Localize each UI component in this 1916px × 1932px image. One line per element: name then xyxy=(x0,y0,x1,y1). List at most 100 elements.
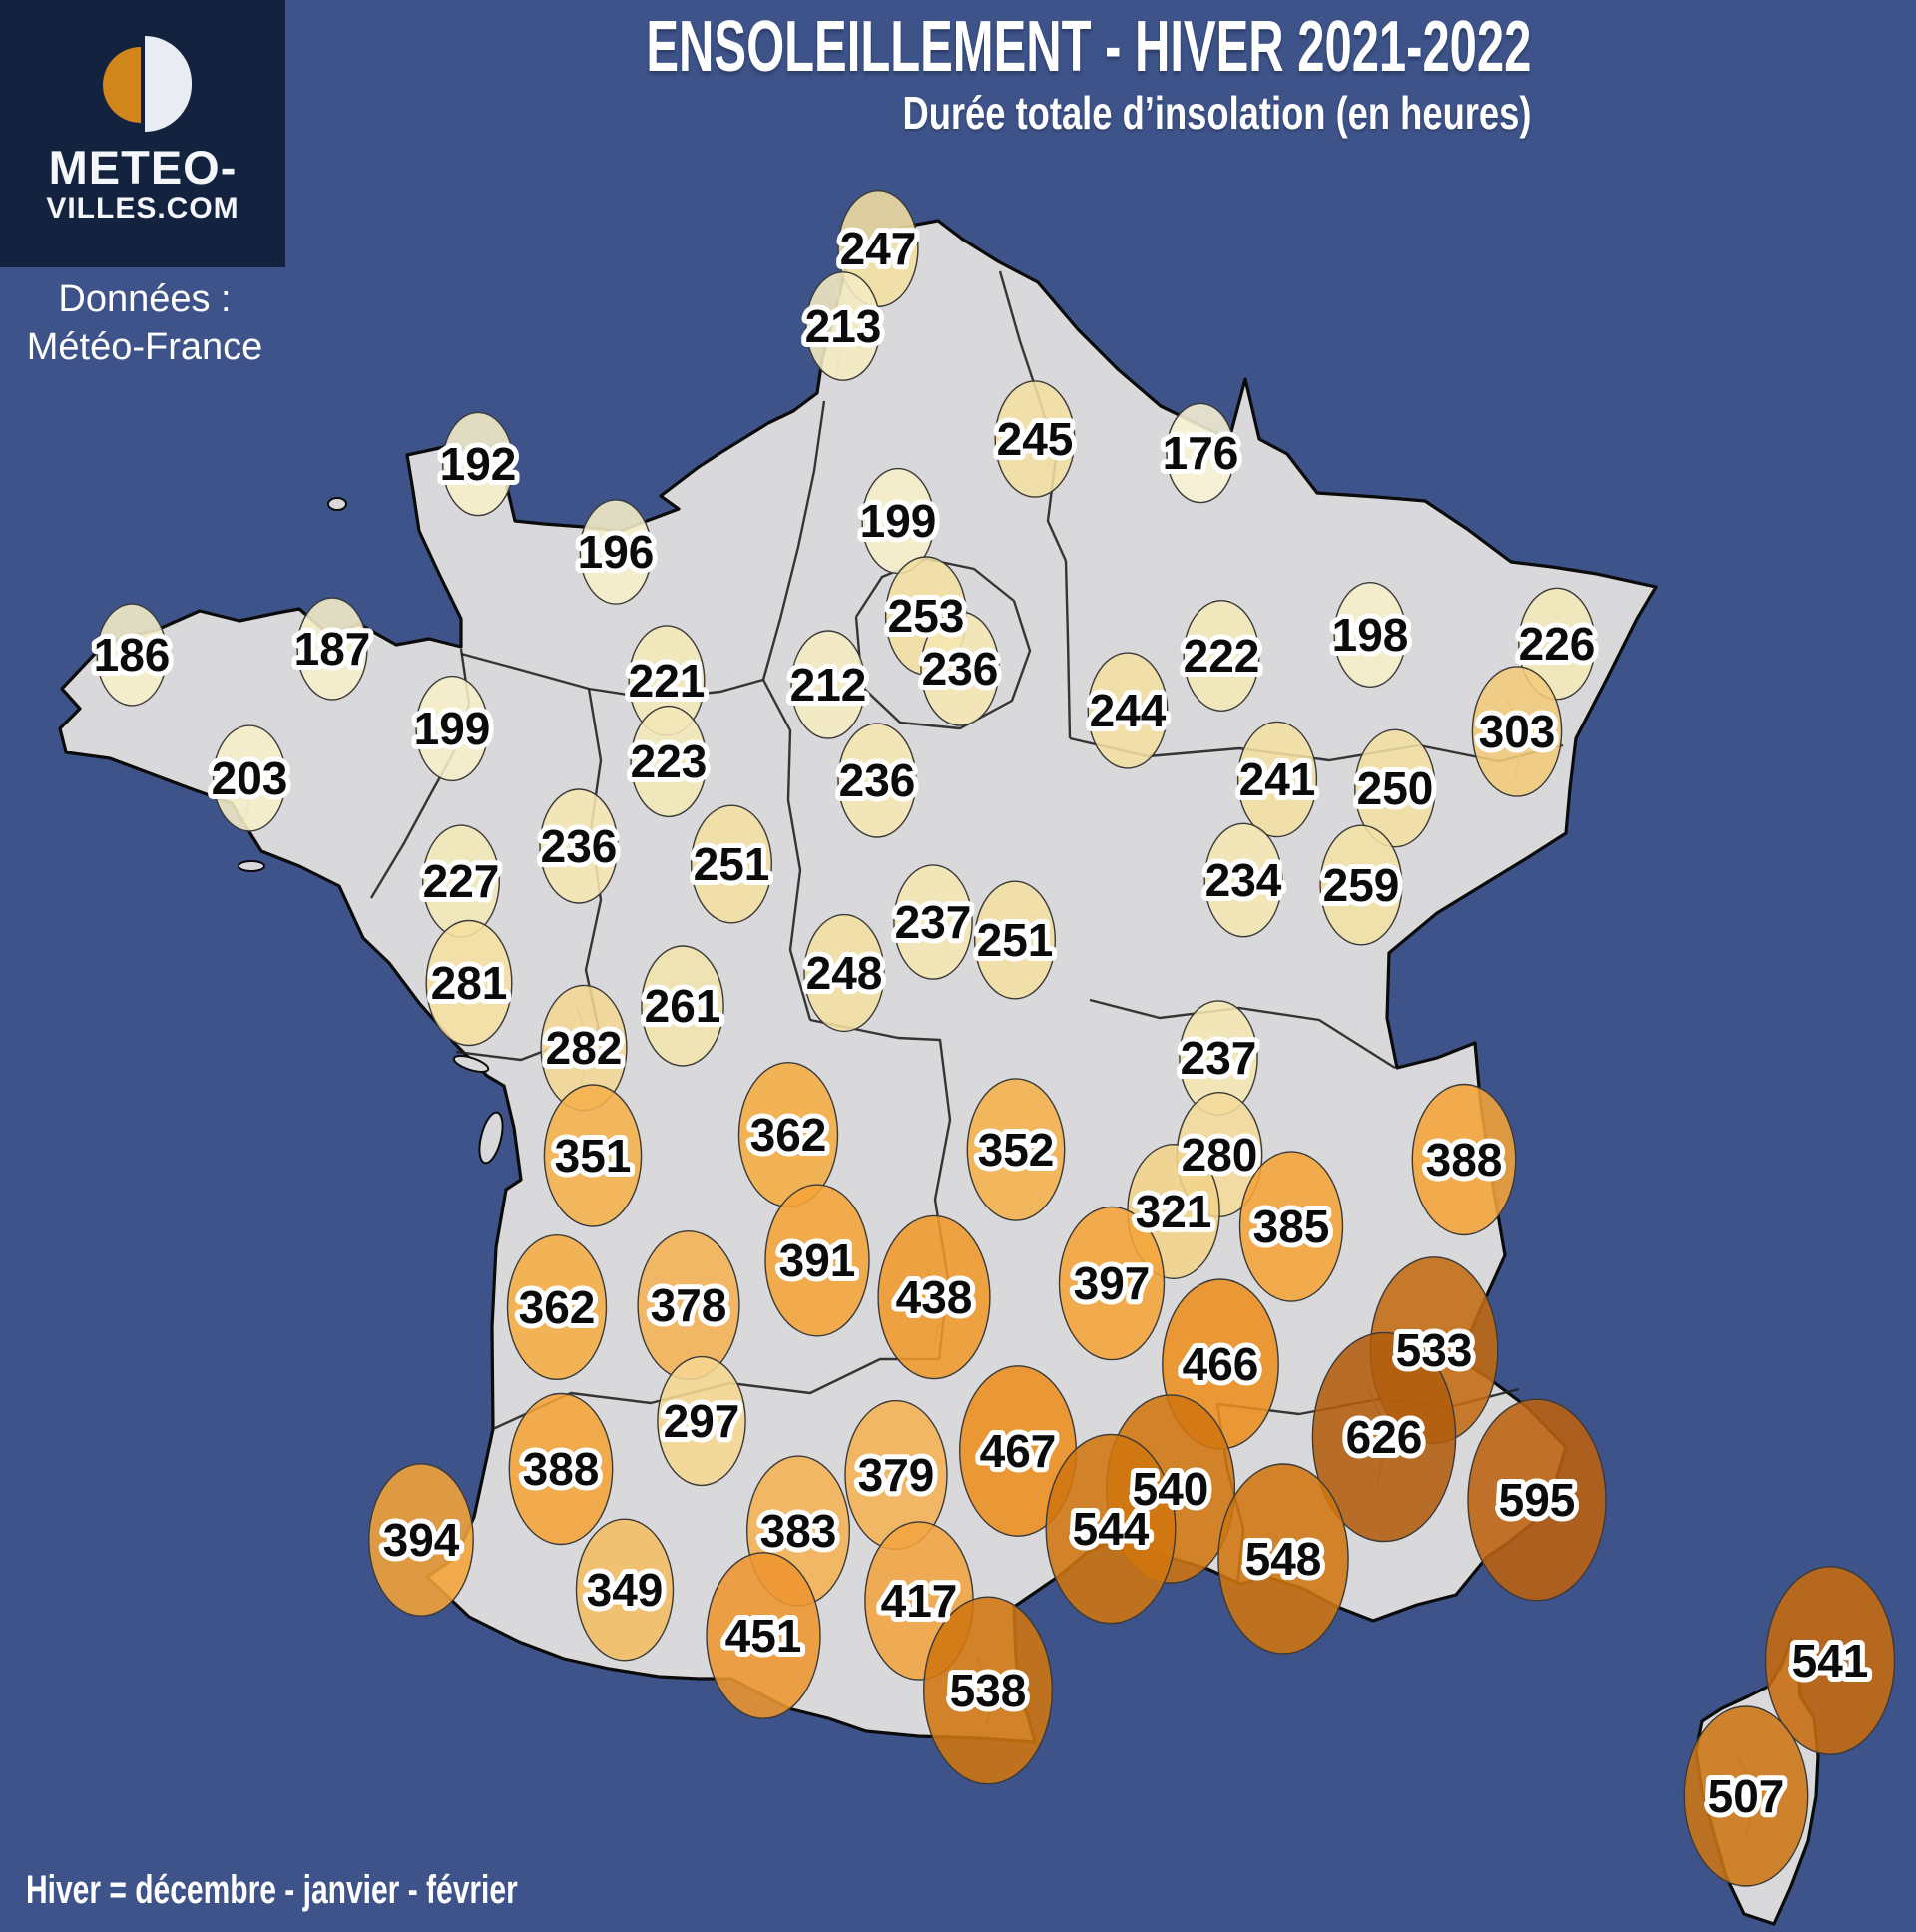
sunshine-bubble-388-40 xyxy=(1411,1083,1517,1236)
sunshine-value-417-62: 417 xyxy=(881,1575,958,1627)
sunshine-bubble-507-66 xyxy=(1683,1705,1809,1887)
sunshine-bubble-222-11 xyxy=(1183,600,1260,713)
sunshine-value-533-49: 533 xyxy=(1396,1324,1473,1376)
sunshine-value-541-65: 541 xyxy=(1792,1635,1869,1687)
sunshine-value-362-36: 362 xyxy=(750,1109,827,1161)
sunshine-bubble-541-65 xyxy=(1764,1566,1896,1755)
sunshine-value-199-5: 199 xyxy=(860,495,937,547)
data-source: Données : Météo-France xyxy=(0,275,289,371)
sunshine-bubble-187-8 xyxy=(296,597,368,701)
sunshine-value-236-21: 236 xyxy=(839,754,916,806)
sunshine-value-303-17: 303 xyxy=(1479,706,1556,757)
sunshine-bubble-544-57 xyxy=(1045,1433,1177,1625)
sunshine-value-251-30: 251 xyxy=(977,914,1054,966)
data-source-provider: Météo-France xyxy=(26,326,263,368)
page-subtitle: Durée totale d’insolation (en heures) xyxy=(902,87,1531,139)
sunshine-bubble-261-33 xyxy=(641,945,724,1067)
sunshine-bubble-241-22 xyxy=(1236,721,1318,838)
sunshine-bubble-223-20 xyxy=(630,705,708,818)
sunshine-value-186-7: 186 xyxy=(94,629,171,681)
sunshine-bubble-626-50 xyxy=(1311,1331,1457,1543)
logo: METEO- VILLES.COM xyxy=(0,0,285,267)
sunshine-value-223-20: 223 xyxy=(631,735,708,787)
sunshine-value-385-42: 385 xyxy=(1253,1201,1330,1252)
sunshine-value-349-61: 349 xyxy=(587,1564,664,1616)
sunshine-value-466-48: 466 xyxy=(1183,1338,1259,1390)
sunshine-bubble-391-43 xyxy=(764,1184,870,1337)
sunshine-bubble-259-28 xyxy=(1319,824,1403,946)
sunshine-value-251-25: 251 xyxy=(694,838,770,890)
logo-brand-line2: VILLES.COM xyxy=(46,192,240,225)
sunshine-value-244-16: 244 xyxy=(1090,685,1167,736)
sunshine-value-259-28: 259 xyxy=(1323,859,1400,911)
sunshine-value-383-60: 383 xyxy=(760,1505,837,1557)
bubble-layer xyxy=(96,189,1896,1887)
footer-note: Hiver = décembre - janvier - février xyxy=(26,1868,518,1912)
sunshine-value-362-46: 362 xyxy=(519,1281,596,1333)
sunshine-value-391-43: 391 xyxy=(779,1234,856,1286)
sunshine-bubble-394-59 xyxy=(368,1463,474,1617)
sunshine-value-203-19: 203 xyxy=(212,752,288,804)
sunshine-value-388-53: 388 xyxy=(523,1443,600,1495)
sunshine-value-507-66: 507 xyxy=(1708,1770,1785,1822)
sunshine-bubble-199-18 xyxy=(415,675,489,782)
sunshine-bubble-245-2 xyxy=(994,380,1076,498)
sunshine-value-199-18: 199 xyxy=(414,703,491,754)
sunshine-bubble-397-44 xyxy=(1058,1206,1166,1361)
sunshine-bubble-192-4 xyxy=(442,411,515,517)
sunshine-bubble-251-30 xyxy=(974,880,1057,1000)
sunshine-value-282-34: 282 xyxy=(546,1022,623,1074)
sunshine-value-196-6: 196 xyxy=(578,526,655,578)
sunshine-value-538-64: 538 xyxy=(950,1665,1027,1716)
sunshine-bubble-351-37 xyxy=(543,1084,643,1227)
sunshine-value-281-31: 281 xyxy=(431,957,508,1009)
sunshine-value-237-35: 237 xyxy=(1181,1032,1257,1084)
sunshine-bubble-248-32 xyxy=(803,913,885,1033)
sun-moon-icon xyxy=(95,36,192,132)
sunshine-bubble-236-24 xyxy=(539,788,619,904)
sunshine-bubble-250-23 xyxy=(1354,728,1436,848)
sunshine-bubble-595-56 xyxy=(1467,1398,1607,1602)
sunshine-bubble-213-1 xyxy=(805,271,881,381)
sunshine-value-388-40: 388 xyxy=(1426,1134,1503,1186)
sunshine-value-451-63: 451 xyxy=(725,1610,802,1662)
sunshine-value-222-11: 222 xyxy=(1184,630,1260,682)
sunshine-value-198-12: 198 xyxy=(1332,609,1409,661)
sunshine-bubble-538-64 xyxy=(923,1596,1054,1785)
sunshine-value-245-2: 245 xyxy=(997,413,1074,465)
sunshine-value-378-47: 378 xyxy=(651,1279,727,1331)
sunshine-bubble-438-45 xyxy=(877,1214,991,1380)
sunshine-value-397-44: 397 xyxy=(1074,1257,1151,1309)
sunshine-value-351-37: 351 xyxy=(555,1130,632,1182)
sunshine-bubble-186-7 xyxy=(96,603,168,707)
belle-ile xyxy=(238,860,265,872)
sunshine-bubble-226-13 xyxy=(1518,587,1596,701)
sunshine-bubble-196-6 xyxy=(579,499,653,605)
sunshine-bubble-362-46 xyxy=(506,1233,608,1380)
ile-de-re xyxy=(452,1055,490,1073)
sunshine-value-226-13: 226 xyxy=(1519,618,1596,670)
sunshine-value-176-3: 176 xyxy=(1163,427,1239,479)
sunshine-bubble-203-19 xyxy=(212,724,286,832)
sunshine-bubble-236-10 xyxy=(920,611,1000,726)
ile-oleron xyxy=(478,1111,504,1165)
sunshine-value-297-51: 297 xyxy=(664,1395,740,1447)
sunshine-value-213-1: 213 xyxy=(805,300,882,352)
sunshine-value-247-0: 247 xyxy=(840,223,917,274)
sunshine-bubble-385-42 xyxy=(1238,1151,1344,1302)
sunshine-value-253-9: 253 xyxy=(888,590,965,642)
sunshine-bubble-349-61 xyxy=(575,1518,675,1662)
sunshine-value-248-32: 248 xyxy=(806,947,883,999)
sunshine-value-352-38: 352 xyxy=(978,1124,1055,1176)
sunshine-bubble-234-27 xyxy=(1203,822,1283,938)
sunshine-value-212-15: 212 xyxy=(790,659,867,711)
sunshine-bubble-548-58 xyxy=(1217,1463,1349,1655)
sunshine-bubble-198-12 xyxy=(1333,582,1407,689)
sunshine-value-236-24: 236 xyxy=(541,820,618,872)
channel-island xyxy=(327,497,347,511)
sunshine-value-540-55: 540 xyxy=(1133,1463,1209,1515)
sunshine-value-379-54: 379 xyxy=(858,1449,935,1501)
